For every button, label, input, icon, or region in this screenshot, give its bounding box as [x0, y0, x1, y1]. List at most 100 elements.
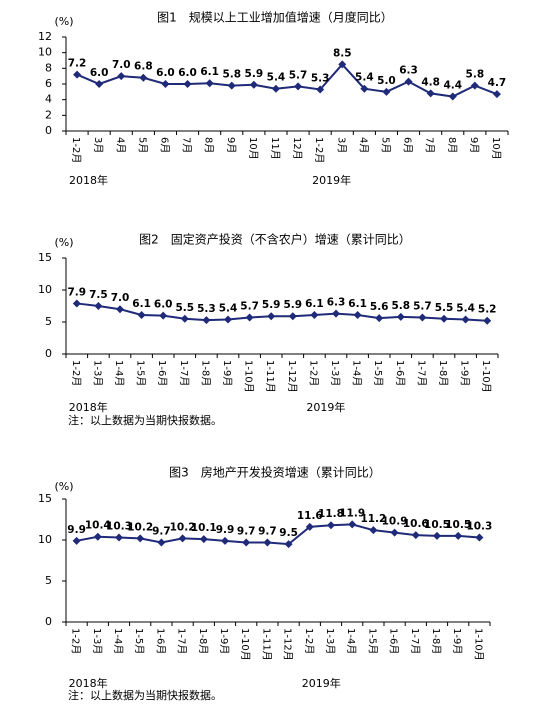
data-point	[294, 82, 303, 91]
value-label: 5.3	[311, 72, 330, 84]
value-label: 10.3	[466, 521, 492, 533]
y-tick-label: 5	[45, 574, 52, 587]
x-group-label: 2018年	[69, 676, 108, 690]
data-line	[76, 62, 498, 98]
data-point	[461, 315, 470, 324]
x-tick-label: 5月	[379, 137, 391, 153]
x-tick-label: 1-2月	[313, 137, 325, 163]
x-tick-label: 1-6月	[388, 628, 400, 654]
value-label: 5.4	[456, 302, 475, 314]
data-point	[136, 534, 145, 543]
data-point	[338, 60, 347, 69]
value-label: 9.9	[67, 524, 86, 536]
value-label: 4.7	[488, 77, 507, 89]
data-point	[348, 520, 357, 529]
x-tick-label: 4月	[357, 137, 369, 153]
data-point	[267, 312, 276, 321]
x-tick-label: 7月	[424, 137, 436, 153]
x-tick-label: 6月	[158, 137, 170, 153]
value-label: 5.5	[435, 302, 454, 314]
x-tick-label: 7月	[181, 137, 193, 153]
data-point	[475, 533, 484, 542]
value-label: 9.7	[237, 525, 256, 537]
value-label: 11.9	[339, 507, 365, 519]
value-label: 7.2	[68, 58, 87, 70]
value-label: 5.2	[478, 304, 497, 316]
value-label: 6.0	[154, 299, 173, 311]
value-label: 7.9	[67, 286, 86, 298]
value-label: 5.4	[267, 72, 286, 84]
data-point	[178, 534, 187, 543]
data-point	[137, 310, 146, 319]
x-tick-label: 1-5月	[366, 628, 378, 654]
value-label: 10.1	[191, 522, 217, 534]
data-point	[199, 535, 208, 544]
x-tick-label: 1-10月	[480, 360, 492, 393]
value-label: 5.7	[289, 69, 308, 81]
value-label: 10.5	[424, 519, 450, 531]
y-unit-label: (%)	[54, 15, 73, 28]
value-label: 5.0	[377, 75, 396, 87]
x-tick-label: 1-7月	[178, 360, 190, 386]
value-label: 10.2	[127, 521, 153, 533]
x-tick-label: 11月	[269, 137, 281, 160]
x-tick-label: 1-2月	[70, 628, 82, 654]
value-label: 9.7	[152, 525, 171, 537]
x-tick-label: 1-2月	[307, 360, 319, 386]
value-label: 5.9	[262, 299, 281, 311]
x-tick-label: 1-3月	[91, 628, 103, 654]
value-label: 11.2	[360, 513, 386, 525]
x-tick-label: 1-12月	[286, 360, 298, 393]
data-point	[404, 77, 413, 86]
x-tick-label: 1-9月	[451, 628, 463, 654]
y-tick-label: 0	[45, 124, 52, 137]
y-tick-label: 15	[38, 492, 52, 505]
data-point	[227, 81, 236, 90]
value-label: 6.1	[200, 66, 219, 78]
x-tick-label: 1-9月	[218, 628, 230, 654]
value-label: 7.0	[111, 292, 130, 304]
value-label: 6.1	[132, 298, 151, 310]
x-tick-label: 1-5月	[135, 360, 147, 386]
data-point	[183, 80, 192, 88]
x-tick-label: 1-7月	[409, 628, 421, 654]
note: 注：以上数据为当期快报数据。	[68, 413, 222, 427]
data-point	[418, 313, 427, 322]
y-tick-label: 10	[38, 283, 52, 296]
x-tick-label: 4月	[114, 137, 126, 153]
x-group-label: 2019年	[312, 173, 351, 187]
data-point	[369, 526, 378, 535]
value-label: 7.5	[89, 289, 108, 301]
data-point	[382, 87, 391, 96]
value-label: 10.2	[170, 521, 196, 533]
chart-title: 图1 规模以上工业增加值增速（月度同比）	[157, 10, 393, 25]
data-point	[332, 309, 340, 318]
value-label: 5.8	[391, 300, 410, 312]
value-label: 5.9	[245, 68, 264, 80]
y-tick-label: 2	[45, 108, 52, 121]
x-tick-label: 1-11月	[260, 628, 272, 661]
x-tick-label: 1-3月	[329, 360, 341, 386]
data-point	[263, 538, 272, 547]
note: 注：以上数据为当期快报数据。	[68, 688, 222, 702]
x-tick-label: 12月	[291, 137, 303, 160]
value-label: 5.4	[219, 302, 238, 314]
x-tick-label: 1-8月	[197, 628, 209, 654]
value-label: 6.8	[134, 61, 153, 73]
data-point	[94, 302, 103, 310]
y-tick-label: 10	[38, 533, 52, 546]
data-point	[161, 80, 170, 88]
data-point	[116, 305, 124, 314]
x-tick-label: 1-9月	[221, 360, 233, 386]
data-point	[411, 531, 420, 540]
data-point	[224, 315, 232, 324]
x-tick-label: 1-4月	[351, 360, 363, 386]
x-tick-label: 1-4月	[112, 628, 124, 654]
x-tick-label: 6月	[402, 137, 414, 153]
value-label: 7.0	[112, 59, 131, 71]
value-label: 5.5	[175, 302, 194, 314]
x-tick-label: 1-4月	[345, 628, 357, 654]
x-tick-label: 9月	[468, 137, 480, 153]
value-label: 10.5	[445, 519, 471, 531]
